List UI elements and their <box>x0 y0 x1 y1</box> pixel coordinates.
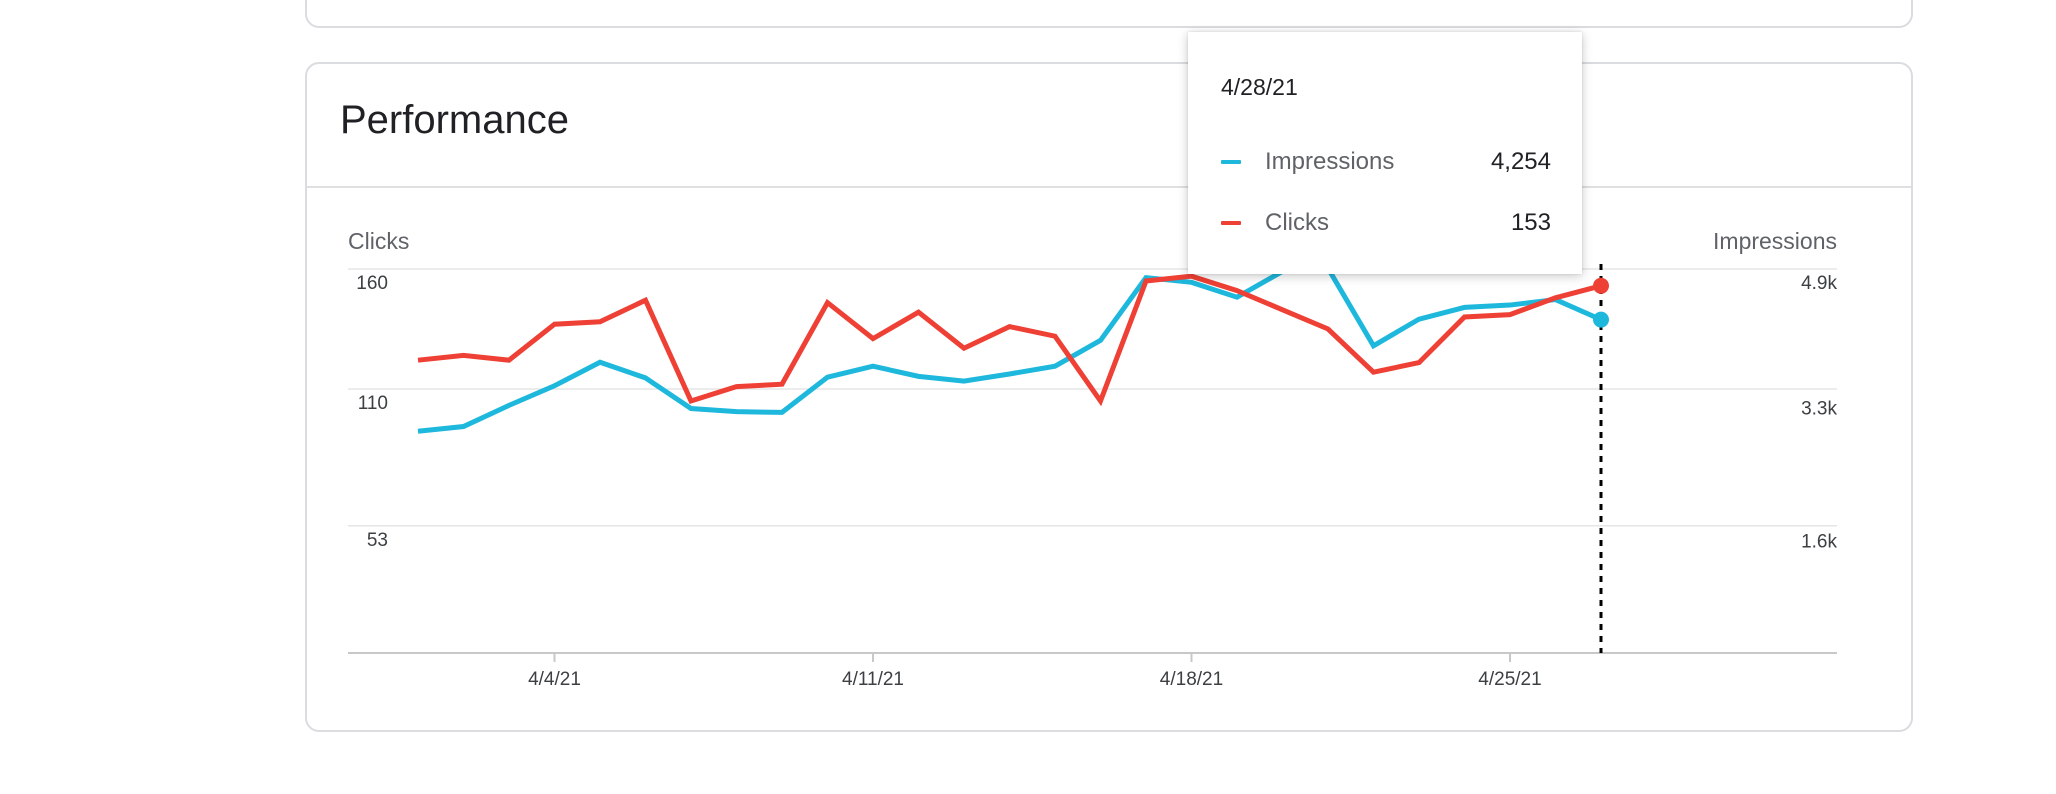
previous-card <box>305 0 1913 28</box>
right-tick-label: 4.9k <box>1801 273 1837 294</box>
series-line-impressions <box>417 265 1603 434</box>
left-tick-label: 53 <box>367 530 388 551</box>
tooltip-row-impressions: Impressions 4,254 <box>1221 146 1551 176</box>
line-swatch-icon <box>1221 160 1241 164</box>
tooltip-value: 4,254 <box>1490 148 1551 175</box>
tooltip-date: 4/28/21 <box>1221 74 1298 100</box>
series-line-clicks <box>417 273 1602 407</box>
left-tick-label: 110 <box>358 393 388 414</box>
right-axis-title: Impressions <box>1713 228 1837 254</box>
chart-tooltip: 4/28/21 Impressions 4,254 Clicks 153 <box>1188 32 1582 274</box>
tooltip-value: 153 <box>1510 209 1551 236</box>
x-tick-label: 4/18/21 <box>1160 669 1223 690</box>
tooltip-label: Clicks <box>1265 209 1329 236</box>
performance-title: Performance <box>340 98 569 142</box>
x-tick-label: 4/11/21 <box>842 669 904 690</box>
highlight-point-impressions <box>1593 311 1609 328</box>
performance-card: Performance Clicks Impressions 53 110 160 1.6… <box>305 62 1913 732</box>
performance-chart[interactable]: Clicks Impressions 53 110 160 1.6k 3.3k 4.9k 4/4… <box>307 64 1913 732</box>
line-swatch-icon <box>1221 221 1241 225</box>
x-tick-label: 4/4/21 <box>528 669 581 690</box>
performance-card-header: Performance <box>307 64 1911 188</box>
x-tick-label: 4/25/21 <box>1478 669 1541 690</box>
highlight-point-clicks <box>1593 277 1609 294</box>
tooltip-row-clicks: Clicks 153 <box>1221 207 1551 237</box>
right-tick-label: 3.3k <box>1801 398 1837 419</box>
left-axis-title: Clicks <box>348 228 409 254</box>
tooltip-label: Impressions <box>1265 148 1395 175</box>
left-tick-label: 160 <box>356 273 388 294</box>
right-tick-label: 1.6k <box>1801 532 1837 553</box>
